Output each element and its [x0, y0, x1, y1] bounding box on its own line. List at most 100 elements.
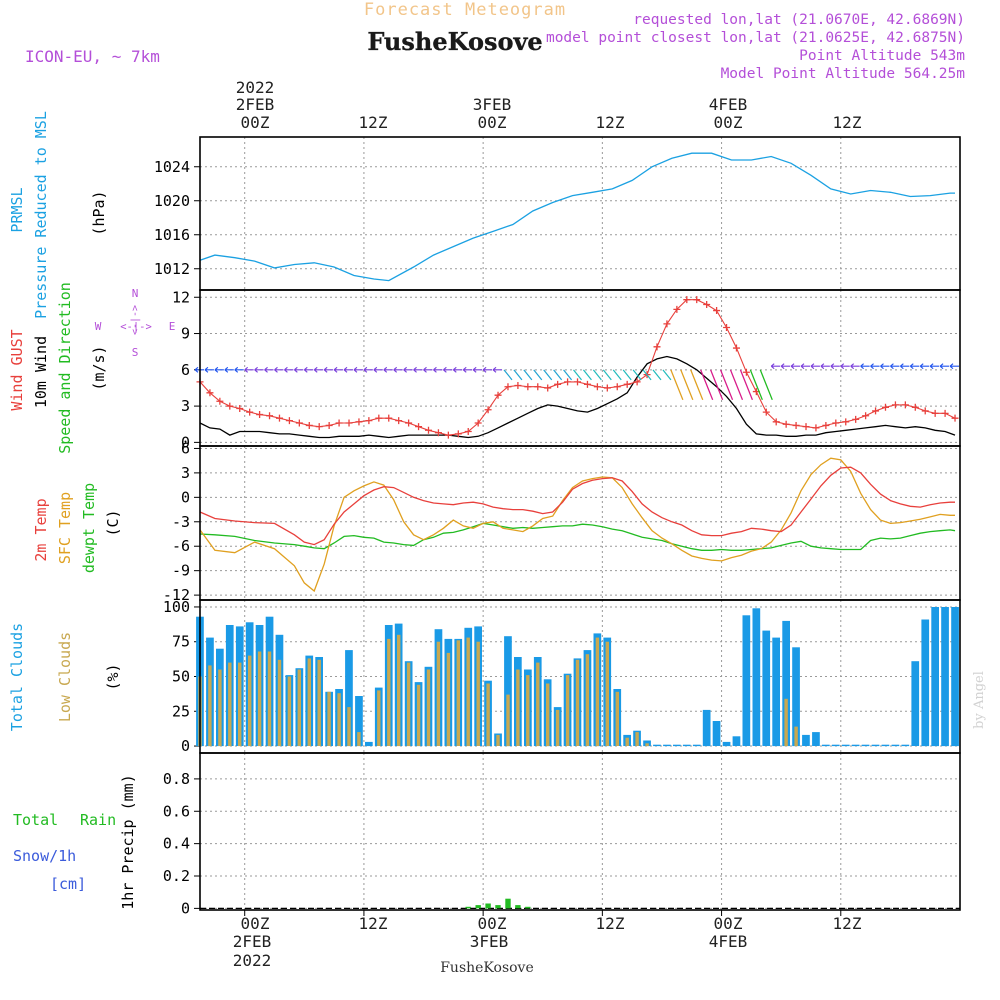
chart-title: Forecast Meteogram [364, 0, 566, 20]
low-cloud-bar [228, 662, 232, 747]
wind-gust-marker [583, 380, 591, 388]
wind-gust-marker [802, 423, 810, 431]
wind-direction-arrow [204, 366, 214, 373]
wind-gust-marker [951, 414, 959, 422]
wind-direction-arrow [690, 369, 704, 401]
total-cloud-bar [792, 647, 800, 747]
wind-direction-arrow [333, 366, 344, 373]
wind-direction-arrow [543, 369, 553, 381]
bottom-hour-4: 12Z [596, 914, 625, 933]
precip-axis-label: 1hr Precip (mm) [119, 774, 137, 909]
wind-direction-arrow [929, 363, 940, 370]
wind-10m-label: 10m Wind [32, 336, 50, 408]
wind-direction-arrow [919, 363, 930, 370]
total-clouds-label: Total Clouds [8, 623, 26, 731]
precip-panel: 0 0.2 0.4 0.6 0.8 [163, 753, 960, 917]
wind-direction-arrow [413, 366, 423, 373]
wind-direction-arrow [423, 366, 433, 373]
clouds-tick-label: 25 [172, 702, 190, 720]
temp-tick-label: -6 [172, 537, 190, 555]
rain-bar [505, 898, 511, 909]
total-cloud-bar [345, 650, 353, 747]
wind-gust-marker [623, 380, 631, 388]
wind-direction-arrow [472, 366, 483, 373]
wind-direction-arrow [503, 369, 513, 381]
wind-gust-marker [266, 412, 274, 420]
bottom-hour-5: 00Z [714, 914, 743, 933]
wind-direction-arrow [622, 369, 632, 381]
precip-tick-label: 0.6 [163, 802, 190, 820]
wind-gust-marker [603, 384, 611, 392]
precip-tick-label: 0.4 [163, 835, 190, 853]
low-cloud-bar [546, 683, 550, 747]
top-day-1: 2FEB [236, 95, 275, 114]
bottom-year: 2022 [233, 951, 272, 970]
wind-direction-arrow [939, 363, 950, 370]
wind-gust-marker [901, 401, 909, 409]
wind-direction-arrow [573, 369, 582, 381]
temp-background [200, 446, 960, 600]
low-cloud-bar [446, 652, 451, 747]
wind-unit: (m/s) [90, 345, 108, 390]
temp-dew-label: dewpt Temp [80, 483, 98, 573]
low-cloud-bar [257, 651, 262, 747]
low-cloud-bar [794, 726, 798, 747]
wind-gust-marker [792, 421, 800, 429]
wind-direction-arrow [533, 369, 543, 381]
low-cloud-bar [595, 637, 600, 747]
wind-direction-arrow [709, 369, 724, 401]
wind-direction-arrow [343, 366, 354, 373]
total-cloud-bar [822, 744, 830, 747]
low-cloud-bar [347, 707, 351, 746]
requested-coords: requested lon,lat (21.0670E, 42.6869N) [633, 12, 965, 28]
temp-2m-line [199, 466, 955, 546]
wind-direction-arrow [680, 369, 694, 401]
low-cloud-bar [784, 698, 788, 747]
wind-gust-marker [613, 383, 621, 391]
low-cloud-bar [267, 651, 272, 747]
temp-tick-label: 0 [181, 488, 190, 506]
wind-direction-arrow [770, 363, 781, 370]
wind-gust-marker [375, 414, 383, 422]
temp-panel: -12 -9 -6 -3 0 3 6 [163, 439, 960, 604]
low-cloud-bar [476, 641, 480, 746]
wind-direction-arrow [274, 366, 284, 373]
wind-direction-arrow [602, 369, 612, 381]
wind-direction-arrow [592, 369, 602, 381]
wind-gust-marker [424, 426, 432, 434]
precip-frame [199, 752, 961, 911]
compass-east: E [169, 320, 176, 333]
wind-direction-arrow [224, 366, 234, 373]
low-cloud-bar [506, 694, 510, 747]
low-cloud-bar [575, 659, 580, 746]
wind-direction-arrow [363, 366, 373, 373]
total-cloud-bar [921, 619, 930, 747]
wind-gust-marker [534, 383, 542, 391]
wind-direction-arrow [563, 369, 573, 381]
compass-rose: N <-|-> S W <-|-> E [95, 287, 176, 359]
low-cloud-bar [456, 640, 460, 746]
wind-direction-arrow [890, 363, 900, 370]
total-cloud-bar [504, 636, 512, 747]
wind-direction-arrow [652, 369, 662, 381]
wind-direction-arrow [452, 366, 463, 373]
wind-gust-marker [881, 403, 889, 411]
wind-gust-marker [732, 344, 740, 352]
wind-direction-arrow [780, 363, 791, 370]
wind-gust-marker [494, 391, 502, 399]
wind-direction-arrow [900, 363, 910, 370]
wind-direction-arrow [264, 366, 274, 373]
bottom-hour-2: 12Z [359, 914, 388, 933]
wind-direction-arrow [462, 366, 473, 373]
low-cloud-bar [536, 662, 540, 747]
bottom-hour-6: 12Z [833, 914, 862, 933]
wind-gust-marker [723, 323, 731, 331]
wind-gust-marker [246, 408, 254, 416]
total-cloud-bar [663, 744, 671, 747]
wind-gust-marker [285, 417, 293, 425]
wind-gust-marker [385, 414, 393, 422]
total-cloud-bar [911, 661, 920, 746]
wind-tick-label: 6 [181, 361, 190, 379]
low-cloud-bar [387, 638, 391, 746]
